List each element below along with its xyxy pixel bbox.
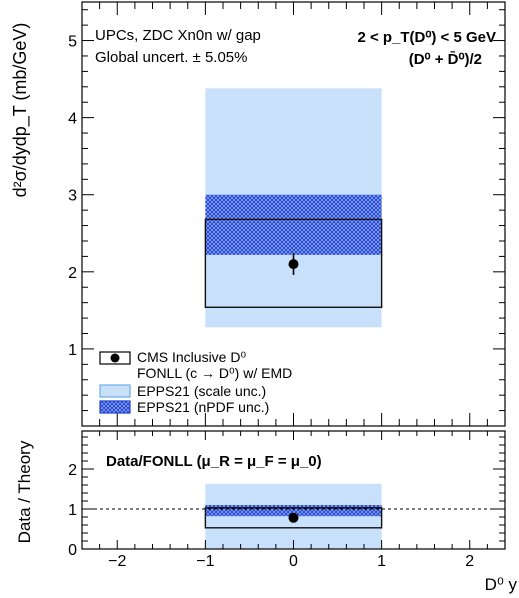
top-data-point [288, 259, 299, 270]
ratio-data-point [288, 512, 299, 523]
top-y-tick-label: 1 [68, 342, 77, 359]
legend-label-epps21-npdf: EPPS21 (nPDF unc.) [137, 399, 269, 415]
ratio-epps21-npdf-band [205, 505, 382, 517]
y-axis-label-ratio: Data / Theory [15, 440, 34, 543]
legend-label-fonll: FONLL (c → D⁰) w/ EMD [137, 365, 292, 381]
x-tick-label: 1 [377, 553, 386, 570]
ratio-panel-title: Data/FONLL (μ_R = μ_F = μ_0) [106, 453, 322, 470]
legend: CMS Inclusive D⁰ FONLL (c → D⁰) w/ EMD E… [99, 349, 292, 415]
top-y-tick-label: 3 [68, 188, 77, 205]
top-fonll-box [204, 218, 383, 308]
x-tick-label: 0 [289, 553, 298, 570]
x-tick-label: −2 [108, 553, 126, 570]
ratio-fonll-box [204, 507, 383, 529]
legend-swatch-epps21-npdf [99, 400, 131, 414]
top-y-tick-label: 2 [68, 265, 77, 282]
y-axis-label-top: d²σ/dydp_T (mb/GeV) [10, 23, 31, 198]
top-y-tick-label: 4 [68, 111, 77, 128]
x-axis-label: D⁰ y [485, 575, 518, 594]
legend-swatch-epps21-scale [99, 384, 131, 398]
legend-label-data: CMS Inclusive D⁰ [137, 349, 246, 365]
x-tick-label: 2 [465, 553, 474, 570]
legend-label-epps21-scale: EPPS21 (scale unc.) [137, 383, 266, 399]
annotation-global-uncertainty: Global uncert. ± 5.05% [95, 49, 247, 66]
legend-marker-data [110, 353, 120, 363]
annotation-pt-range: 2 < p_T(D⁰) < 5 GeV [357, 29, 496, 46]
annotation-collision-system: UPCs, ZDC Xn0n w/ gap [95, 27, 261, 44]
ratio-y-tick-label: 1 [68, 502, 77, 519]
annotation-species: (D⁰ + D̄⁰)/2 [409, 50, 482, 68]
ratio-y-tick-label: 2 [68, 462, 77, 479]
top-y-tick-label: 5 [68, 34, 77, 51]
x-tick-label: −1 [196, 553, 214, 570]
ratio-y-tick-label: 0 [68, 542, 77, 559]
top-epps21-npdf-band [205, 194, 382, 255]
